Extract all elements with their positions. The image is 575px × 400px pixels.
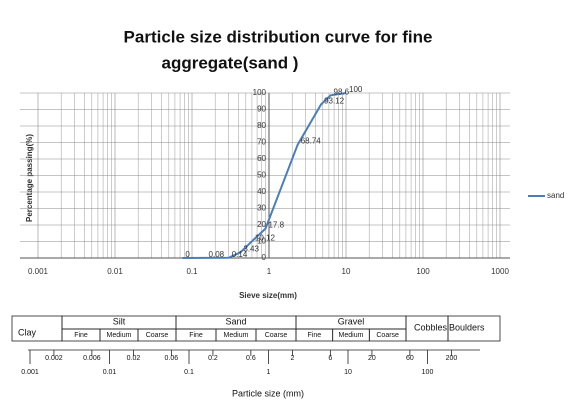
x-tick-label: 10 [342, 267, 351, 276]
class-label: Clay [18, 327, 37, 337]
scale-upper-label: 200 [446, 355, 458, 362]
x-tick-label: 0.01 [107, 267, 123, 276]
data-label: 0.14 [232, 250, 248, 259]
class-cell [447, 315, 501, 342]
sub-label: Fine [74, 332, 88, 339]
sub-label: Fine [189, 332, 203, 339]
data-label: 10.12 [255, 233, 276, 242]
scale-upper-label: 6 [328, 355, 332, 362]
scale-upper-label: 0.006 [83, 355, 101, 362]
class-label: Gravel [338, 316, 365, 326]
data-line [182, 92, 347, 259]
class-label: Cobbles [414, 322, 448, 332]
y-tick-label: 70 [257, 138, 266, 147]
chart-title: Particle size distribution curve for fin… [124, 27, 433, 46]
data-label: 0 [185, 250, 190, 259]
scale-upper-label: 2 [290, 355, 294, 362]
data-label: 0.08 [209, 250, 225, 259]
x-tick-label: 0.1 [186, 267, 198, 276]
class-label: Boulders [449, 322, 485, 332]
y-tick-label: 40 [257, 187, 266, 196]
y-tick-label: 50 [257, 171, 266, 180]
x-tick-label: 1 [267, 267, 272, 276]
x-tick-label: 1000 [491, 267, 509, 276]
sub-label: Coarse [265, 332, 288, 339]
scale-lower-label: 10 [344, 369, 352, 376]
scale-upper-label: 0.6 [246, 355, 256, 362]
scale-lower-label: 0.001 [21, 369, 39, 376]
y-tick-label: 90 [257, 105, 266, 114]
sub-label: Coarse [376, 332, 399, 339]
scale-upper-label: 60 [406, 355, 414, 362]
y-tick-label: 30 [257, 204, 266, 213]
class-label: Silt [113, 316, 126, 326]
class-label: Sand [225, 316, 246, 326]
sub-label: Medium [224, 332, 249, 339]
x-axis-label: Sieve size(mm) [239, 291, 297, 300]
data-label: 100 [349, 85, 363, 94]
x-tick-label: 100 [416, 267, 430, 276]
scale-lower-label: 1 [267, 369, 271, 376]
scale-upper-label: 0.2 [208, 355, 218, 362]
y-tick-label: 80 [257, 121, 266, 130]
scale-upper-label: 0.06 [165, 355, 179, 362]
x-tick-label: 0.001 [28, 267, 49, 276]
sub-label: Medium [107, 332, 132, 339]
y-tick-label: 100 [253, 88, 267, 97]
chart-subtitle: aggregate(sand ) [162, 53, 299, 72]
data-label: 17.8 [268, 221, 284, 230]
scale-lower-label: 0.01 [103, 369, 117, 376]
sub-label: Coarse [146, 332, 169, 339]
data-label: 68.74 [301, 137, 322, 146]
scale-upper-label: 20 [368, 355, 376, 362]
scale-lower-label: 100 [422, 369, 434, 376]
scale-upper-label: 0.002 [45, 355, 63, 362]
y-axis-label: Percentage passing(%) [25, 134, 34, 222]
scale-lower-label: 0.1 [184, 369, 194, 376]
data-label: 3.43 [243, 244, 259, 253]
legend-label: sand [547, 191, 564, 200]
sub-label: Fine [308, 332, 322, 339]
y-tick-label: 10 [257, 237, 266, 246]
scale-upper-label: 0.02 [127, 355, 141, 362]
y-tick-label: 20 [257, 220, 266, 229]
data-label: 98.6 [334, 87, 350, 96]
data-label: 93.12 [324, 96, 345, 105]
y-tick-label: 60 [257, 154, 266, 163]
scale-label: Particle size (mm) [232, 388, 304, 398]
sub-label: Medium [339, 332, 364, 339]
